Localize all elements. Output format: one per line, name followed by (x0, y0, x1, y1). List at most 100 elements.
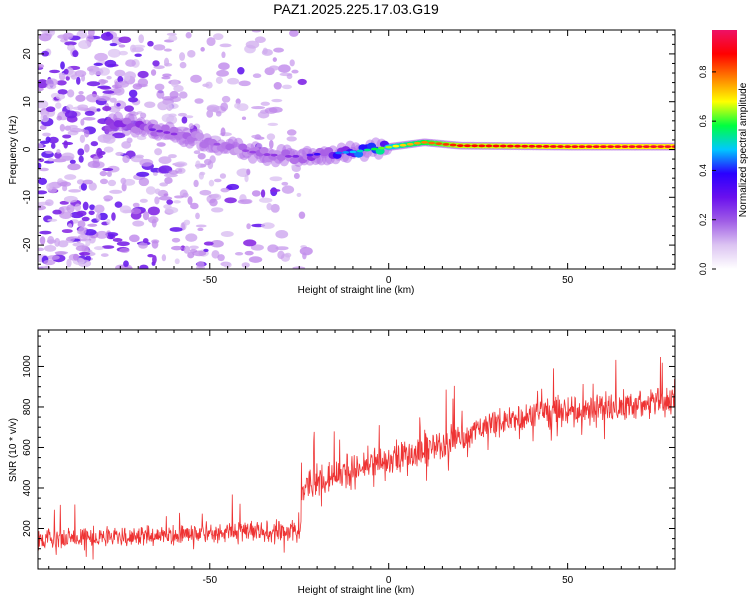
noise-blob (163, 173, 178, 178)
noise-blob (107, 179, 117, 187)
noise-blob (68, 124, 78, 129)
noise-blob (170, 79, 179, 88)
noise-blob (47, 218, 58, 222)
noise-blob (93, 246, 104, 251)
noise-blob (237, 66, 245, 75)
noise-blob (168, 113, 177, 118)
noise-blob (50, 142, 56, 149)
ridge-core (363, 148, 371, 152)
noise-blob (63, 68, 69, 75)
noise-blob (138, 177, 150, 187)
noise-blob (123, 73, 131, 82)
noise-blob (203, 248, 209, 253)
noise-blob (215, 76, 223, 84)
noise-blob (109, 234, 114, 240)
noise-blob (104, 59, 117, 68)
ridge-core (342, 150, 350, 154)
ridge-core (592, 145, 600, 149)
ridge-core (514, 144, 522, 148)
noise-blob (43, 259, 56, 266)
noise-blob (82, 179, 94, 185)
noise-blob (147, 254, 154, 258)
noise-blob (238, 80, 251, 87)
snr-background (38, 330, 675, 569)
noise-blob (254, 36, 266, 44)
noise-blob (261, 49, 273, 56)
figure-title: PAZ1.2025.225.17.03.G19 (273, 1, 439, 17)
ridge-core (263, 153, 271, 156)
ridge-core (642, 145, 650, 149)
noise-blob (137, 70, 149, 79)
noise-blob (112, 238, 123, 242)
noise-blob (193, 179, 199, 188)
ridge-core (292, 154, 300, 158)
noise-blob (220, 187, 230, 193)
noise-blob (260, 189, 266, 198)
noise-blob (246, 168, 251, 176)
y-tick-label: 20 (22, 48, 33, 60)
noise-blob (84, 110, 95, 116)
ridge-core (435, 142, 443, 146)
noise-blob (266, 133, 276, 141)
noise-blob (94, 52, 108, 62)
noise-blob (47, 33, 53, 39)
noise-blob (102, 106, 112, 112)
noise-blob (199, 189, 212, 196)
ridge-core (599, 145, 607, 149)
ridge-segment (281, 149, 291, 157)
y-tick-label: 10 (22, 96, 33, 108)
noise-blob (161, 76, 171, 80)
ridge-core (392, 144, 400, 148)
noise-blob (56, 80, 67, 86)
noise-blob (75, 245, 90, 252)
noise-blob (63, 140, 68, 149)
spectrogram-ylabel: Frequency (Hz) (8, 116, 19, 185)
noise-blob (115, 151, 124, 156)
noise-blob (119, 247, 130, 253)
noise-blob (109, 42, 118, 47)
noise-blob (281, 181, 289, 186)
ridge-core (535, 144, 543, 148)
noise-blob (96, 147, 103, 157)
noise-blob (211, 207, 224, 213)
ridge-core (521, 144, 529, 148)
noise-blob (56, 149, 61, 154)
noise-blob (187, 50, 196, 58)
noise-blob (286, 129, 297, 136)
noise-blob (157, 101, 169, 111)
noise-blob (297, 78, 307, 85)
noise-blob (159, 182, 169, 187)
noise-blob (69, 127, 83, 133)
noise-blob (39, 125, 47, 130)
ridge-core (249, 150, 257, 154)
noise-blob (185, 31, 192, 39)
noise-blob (106, 171, 113, 178)
noise-blob (85, 239, 91, 247)
ridge-core (370, 147, 378, 151)
noise-blob (217, 254, 225, 262)
noise-blob (289, 59, 295, 67)
ridge-core (349, 150, 357, 154)
noise-blob (227, 77, 240, 85)
noise-blob (268, 106, 283, 113)
noise-blob (42, 132, 51, 137)
ridge-segment (160, 124, 170, 132)
noise-blob (100, 79, 109, 84)
noise-blob (154, 148, 163, 156)
noise-blob (70, 74, 78, 80)
colorbar-label: Normalized spectral amplitude (738, 82, 749, 217)
noise-blob (41, 50, 50, 57)
ridge-core (607, 145, 615, 149)
noise-blob (88, 182, 97, 191)
noise-blob (102, 90, 115, 94)
noise-blob (213, 178, 222, 183)
ridge-core (399, 143, 407, 147)
noise-blob (39, 140, 50, 145)
noise-blob (82, 201, 89, 211)
noise-blob (286, 136, 297, 142)
noise-blob (136, 171, 150, 177)
noise-blob (84, 143, 90, 153)
noise-blob (224, 197, 237, 204)
noise-blob (178, 168, 183, 173)
noise-blob (66, 258, 72, 268)
